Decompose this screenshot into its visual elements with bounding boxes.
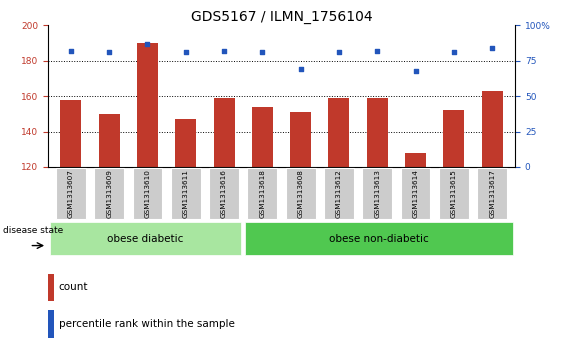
- Bar: [252, 107, 273, 167]
- Point: [181, 49, 190, 55]
- Bar: [328, 98, 350, 167]
- Bar: [213, 98, 235, 167]
- Bar: [99, 114, 120, 167]
- FancyBboxPatch shape: [324, 168, 354, 219]
- Point: [105, 49, 114, 55]
- Bar: [290, 112, 311, 167]
- Bar: [443, 110, 464, 167]
- Text: percentile rank within the sample: percentile rank within the sample: [59, 319, 235, 329]
- Text: GSM1313608: GSM1313608: [298, 169, 303, 218]
- Text: disease state: disease state: [3, 225, 63, 234]
- Point: [488, 45, 497, 51]
- Bar: [48, 274, 55, 301]
- FancyBboxPatch shape: [401, 168, 431, 219]
- Point: [449, 49, 458, 55]
- Text: GSM1313616: GSM1313616: [221, 169, 227, 218]
- FancyBboxPatch shape: [363, 168, 392, 219]
- Title: GDS5167 / ILMN_1756104: GDS5167 / ILMN_1756104: [191, 11, 372, 24]
- Point: [373, 48, 382, 54]
- Text: GSM1313607: GSM1313607: [68, 169, 74, 218]
- FancyBboxPatch shape: [477, 168, 507, 219]
- Text: GSM1313610: GSM1313610: [145, 169, 150, 218]
- FancyBboxPatch shape: [247, 168, 278, 219]
- FancyBboxPatch shape: [132, 168, 162, 219]
- Point: [411, 68, 420, 74]
- Text: GSM1313609: GSM1313609: [106, 169, 112, 218]
- Text: count: count: [59, 282, 88, 293]
- Bar: [481, 91, 503, 167]
- Text: GSM1313614: GSM1313614: [413, 169, 418, 218]
- Text: GSM1313615: GSM1313615: [451, 169, 457, 218]
- Text: obese non-diabetic: obese non-diabetic: [329, 234, 429, 244]
- Point: [220, 48, 229, 54]
- Point: [143, 41, 152, 47]
- FancyBboxPatch shape: [245, 222, 513, 255]
- FancyBboxPatch shape: [439, 168, 469, 219]
- Bar: [367, 98, 388, 167]
- Bar: [48, 310, 55, 338]
- Point: [258, 49, 267, 55]
- Text: GSM1313617: GSM1313617: [489, 169, 495, 218]
- Text: obese diabetic: obese diabetic: [108, 234, 184, 244]
- Text: GSM1313618: GSM1313618: [260, 169, 265, 218]
- FancyBboxPatch shape: [50, 222, 242, 255]
- FancyBboxPatch shape: [171, 168, 200, 219]
- FancyBboxPatch shape: [94, 168, 124, 219]
- Text: GSM1313612: GSM1313612: [336, 169, 342, 218]
- Bar: [175, 119, 196, 167]
- FancyBboxPatch shape: [56, 168, 86, 219]
- Bar: [405, 153, 426, 167]
- Bar: [60, 100, 82, 167]
- FancyBboxPatch shape: [285, 168, 316, 219]
- Point: [296, 66, 305, 72]
- Text: GSM1313611: GSM1313611: [183, 169, 189, 218]
- FancyBboxPatch shape: [209, 168, 239, 219]
- Point: [334, 49, 343, 55]
- Bar: [137, 43, 158, 167]
- Point: [66, 48, 75, 54]
- Text: GSM1313613: GSM1313613: [374, 169, 380, 218]
